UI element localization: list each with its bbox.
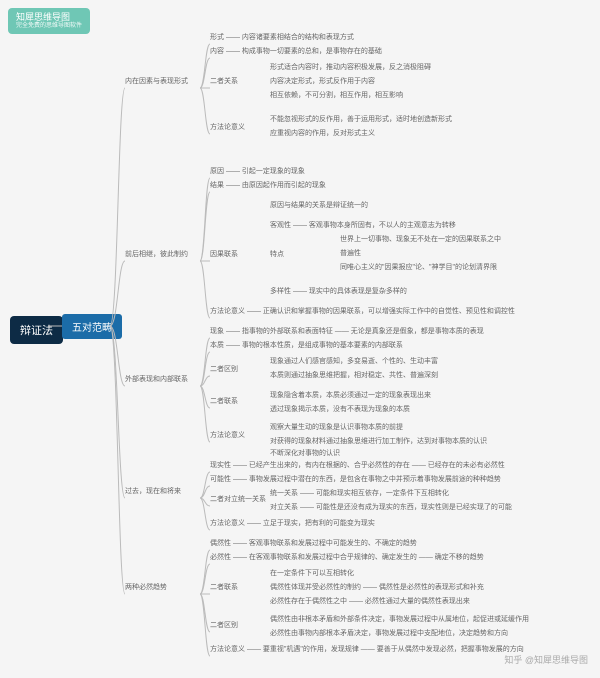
node-lv2-16: 方法论意义 —— 立足于现实，把有利的可能变为现实: [210, 519, 375, 530]
node-lv3-1: 内容决定形式，形式反作用于内容: [270, 77, 375, 88]
node-lv3-16: 统一关系 —— 可能和现实相互依存，一定条件下互相转化: [270, 489, 449, 500]
node-lv2-9: 本质 —— 事物的根本性质，是组成事物的基本要素的内部联系: [210, 341, 403, 352]
node-lv1-0: 内在因素与表现形式: [125, 77, 188, 88]
node-lv4-0: 世界上一切事物、现象无不处在一定的因果联系之中: [340, 235, 501, 246]
node-lv3-12: 透过现象揭示本质，没有不表现为现象的本质: [270, 405, 410, 416]
node-lv2-15: 二者对立统一关系: [210, 495, 266, 506]
logo-subtitle: 完全免费的思维导图软件: [16, 23, 82, 30]
node-lv2-13: 现实性 —— 已经产生出来的，有内在根据的、合乎必然性的存在 —— 已经存在的未…: [210, 461, 505, 472]
node-lv3-20: 必然性存在于偶然性之中 —— 必然性通过大量的偶然性表现出来: [270, 597, 470, 608]
node-lv3-2: 相互依赖，不可分割，相互作用，相互影响: [270, 91, 403, 102]
node-lv2-12: 方法论意义: [210, 431, 245, 442]
node-lv3-5: 原因与结果的关系是辩证统一的: [270, 201, 368, 212]
node-lv4-2: 同唯心主义的"因果报应"论、"神学目"的论划清界限: [340, 263, 497, 274]
node-lv3-0: 形式适合内容时，推动内容积极发展，反之消极阻碍: [270, 63, 431, 74]
node-lv2-10: 二者区别: [210, 365, 238, 376]
logo: 知犀思维导图 完全免费的思维导图软件: [8, 8, 90, 34]
node-lv3-4: 应重视内容的作用，反对形式主义: [270, 129, 375, 140]
node-lv3-3: 不能忽视形式的反作用，善于运用形式，适时地创造新形式: [270, 115, 452, 126]
node-lv1-3: 过去，现在和将来: [125, 487, 181, 498]
node-lv2-14: 可能性 —— 事物发展过程中潜在的东西，是包含在事物之中并预示着事物发展前途的种…: [210, 475, 501, 486]
node-lv1-2: 外部表现和内部联系: [125, 375, 188, 386]
node-lv2-4: 原因 —— 引起一定现象的现象: [210, 167, 305, 178]
sub-root-node: 五对范畴: [62, 314, 122, 339]
node-lv2-11: 二者联系: [210, 397, 238, 408]
node-lv2-2: 二者关系: [210, 77, 238, 88]
node-lv2-8: 现象 —— 指事物的外部联系和表面特征 —— 无论是真象还是假象，都是事物本质的…: [210, 327, 484, 338]
node-lv3-8: 多样性 —— 现实中的具体表现是复杂多样的: [270, 287, 407, 298]
node-lv2-20: 二者区别: [210, 621, 238, 632]
node-lv3-15: 不断深化对事物的认识: [270, 449, 340, 460]
node-lv3-11: 现象隐含着本质，本质必须通过一定的现象表现出来: [270, 391, 431, 402]
node-lv4-1: 普遍性: [340, 249, 361, 260]
node-lv3-7: 特点: [270, 250, 284, 261]
node-lv3-14: 对获得的现象材料通过抽象思维进行加工制作，达到对事物本质的认识: [270, 437, 487, 448]
node-lv3-13: 观察大量生动的现象是认识事物本质的前提: [270, 423, 403, 434]
node-lv2-6: 因果联系: [210, 250, 238, 261]
node-lv3-10: 本质则通过抽象思维把握，相对稳定、共性、普遍深刻: [270, 371, 438, 382]
node-lv2-17: 偶然性 —— 客观事物联系和发展过程中可能发生的、不确定的趋势: [210, 539, 417, 550]
node-lv1-4: 两种必然趋势: [125, 583, 167, 594]
node-lv2-1: 内容 —— 构成事物一切要素的总和，是事物存在的基础: [210, 47, 382, 58]
node-lv3-17: 对立关系 —— 可能性是还没有成为现实的东西，现实性则是已经实现了的可能: [270, 503, 512, 514]
node-lv3-19: 偶然性体现并受必然性的制约 —— 偶然性是必然性的表现形式和补充: [270, 583, 484, 594]
node-lv3-18: 在一定条件下可以互相转化: [270, 569, 354, 580]
node-lv2-21: 方法论意义 —— 要重视"机遇"的作用，发现规律 —— 要善于从偶然中发现必然，…: [210, 645, 524, 656]
node-lv2-5: 结果 —— 由原因起作用而引起的现象: [210, 181, 326, 192]
node-lv2-0: 形式 —— 内容诸要素相结合的结构和表现方式: [210, 33, 354, 44]
watermark: 知乎 @知犀思维导图: [504, 653, 588, 666]
node-lv3-6: 客观性 —— 客观事物本身所固有，不以人的主观意志为转移: [270, 221, 456, 232]
node-lv3-9: 现象通过人们感官感知，多变易逝、个性的、生动丰富: [270, 357, 438, 368]
node-lv2-19: 二者联系: [210, 583, 238, 594]
node-lv3-21: 偶然性由非根本矛盾和外部条件决定，事物发展过程中从属地位，起促进或延缓作用: [270, 615, 529, 626]
logo-title: 知犀思维导图: [16, 12, 82, 23]
root-node: 辩证法: [10, 316, 63, 344]
node-lv2-18: 必然性 —— 在客观事物联系和发展过程中合乎规律的、确定发生的 —— 确定不移的…: [210, 553, 484, 564]
node-lv2-3: 方法论意义: [210, 123, 245, 134]
node-lv3-22: 必然性由事物内部根本矛盾决定，事物发展过程中支配地位，决定趋势和方向: [270, 629, 508, 640]
node-lv2-7: 方法论意义 —— 正确认识和掌握事物的因果联系，可以增强实际工作中的自觉性、预见…: [210, 307, 515, 318]
node-lv1-1: 前后相继，彼此制约: [125, 250, 188, 261]
